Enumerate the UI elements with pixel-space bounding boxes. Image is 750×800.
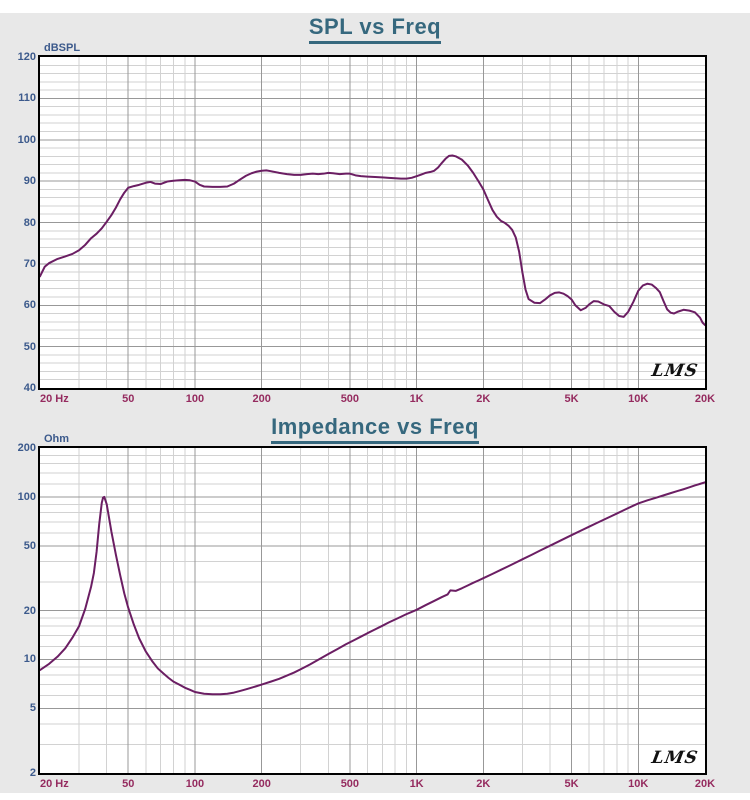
spl-chart-title: SPL vs Freq — [0, 14, 750, 44]
impedance-x-tick-label: 1K — [409, 778, 424, 790]
impedance-chart-svg — [40, 448, 705, 773]
impedance-x-tick-label: 10K — [628, 778, 649, 790]
spl-y-tick-label: 80 — [23, 216, 36, 229]
impedance-x-tick-label: 100 — [185, 778, 205, 790]
spl-x-tick-label: 5K — [564, 393, 579, 405]
spl-chart-title-text: SPL vs Freq — [308, 14, 442, 44]
spl-x-tick-label: 20K — [694, 393, 716, 405]
spl-y-tick-label: 90 — [23, 175, 36, 188]
spl-x-tick-label: 2K — [476, 393, 491, 405]
impedance-x-tick-label: 500 — [340, 778, 360, 790]
impedance-x-tick-label: 5K — [564, 778, 579, 790]
spl-y-tick-label: 120 — [17, 51, 36, 63]
impedance-x-tick-label: 50 — [122, 778, 135, 790]
spl-y-unit-label: dBSPL — [44, 42, 81, 54]
spl-chart-svg — [40, 57, 705, 388]
impedance-x-tick-label: 20K — [694, 778, 716, 790]
spl-x-tick-label: 200 — [252, 393, 271, 405]
impedance-x-tick-label: 200 — [252, 778, 271, 790]
impedance-y-tick-label: 200 — [17, 442, 36, 454]
spl-y-tick-label: 100 — [17, 133, 36, 146]
impedance-y-tick-label: 10 — [23, 653, 36, 666]
impedance-chart-title-text: Impedance vs Freq — [271, 414, 479, 444]
impedance-x-tick-label: 20 Hz — [40, 778, 69, 790]
spl-y-tick-label: 50 — [23, 340, 36, 353]
impedance-y-tick-label: 100 — [17, 490, 36, 503]
spl-y-tick-label: 70 — [23, 257, 36, 270]
spl-x-tick-label: 500 — [340, 393, 360, 405]
impedance-y-tick-label: 20 — [23, 604, 36, 617]
spl-y-tick-label: 110 — [18, 92, 36, 105]
impedance-y-tick-label: 50 — [23, 539, 36, 552]
impedance-plot-area — [38, 446, 707, 775]
spl-plot-area — [38, 55, 707, 390]
spl-x-tick-label: 20 Hz — [40, 393, 69, 405]
spl-x-tick-label: 50 — [122, 393, 135, 405]
lms-logo-impedance: LMS — [650, 748, 700, 768]
impedance-curve — [40, 481, 705, 696]
spl-x-tick-label: 10K — [628, 393, 649, 405]
spl-y-tick-label: 40 — [23, 382, 36, 394]
spl-x-tick-label: 1K — [409, 393, 424, 405]
impedance-x-tick-label: 2K — [476, 778, 491, 790]
spl-curve — [40, 154, 705, 327]
impedance-y-tick-label: 2 — [29, 767, 36, 779]
impedance-chart-title: Impedance vs Freq — [0, 414, 750, 444]
impedance-y-unit-label: Ohm — [44, 433, 70, 445]
impedance-y-tick-label: 5 — [29, 702, 36, 715]
spl-y-tick-label: 60 — [23, 299, 36, 312]
spl-x-tick-label: 100 — [185, 393, 205, 405]
lms-logo-spl: LMS — [650, 361, 700, 381]
